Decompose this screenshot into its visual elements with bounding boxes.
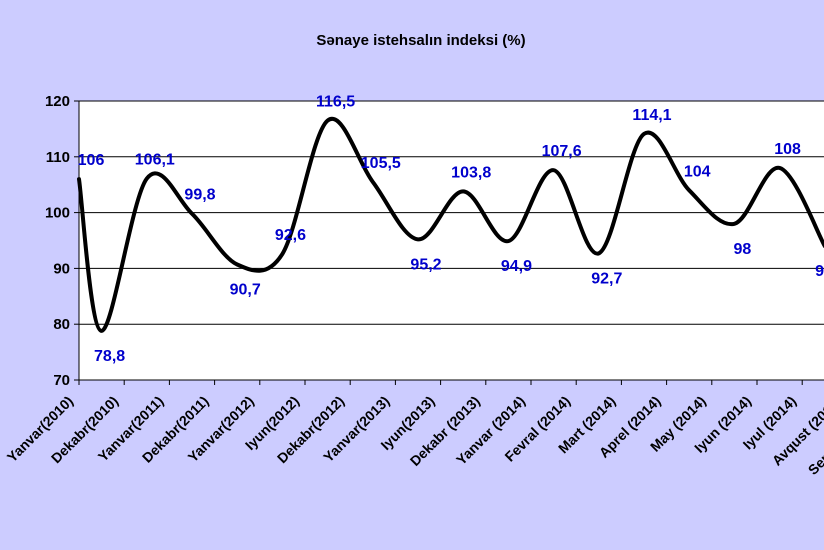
data-label: 114,1 xyxy=(632,107,671,124)
y-tick-label: 70 xyxy=(53,372,70,389)
chart-title: Sənaye istehsalın indeksi (%) xyxy=(316,32,525,49)
y-tick-label: 90 xyxy=(53,260,70,277)
data-label: 92,6 xyxy=(275,227,306,244)
data-label: 104 xyxy=(684,163,711,180)
data-label: 108 xyxy=(774,141,801,158)
y-tick-label: 120 xyxy=(45,93,70,110)
y-tick-labels: 70 80 90 100 110 120 xyxy=(45,93,79,389)
data-label: 116,5 xyxy=(316,94,355,111)
data-label: 105,5 xyxy=(361,155,401,172)
y-tick-label: 80 xyxy=(53,316,70,333)
data-label: 106 xyxy=(78,152,105,169)
data-label: 99,8 xyxy=(184,187,215,204)
data-label: 94,9 xyxy=(501,258,532,275)
plot-area xyxy=(79,101,824,380)
data-label: 107,6 xyxy=(542,143,582,160)
y-tick-label: 100 xyxy=(45,205,70,222)
data-label: 95,2 xyxy=(410,256,441,273)
gridlines xyxy=(79,100,824,325)
data-label: 78,8 xyxy=(94,348,125,365)
data-label: 90,7 xyxy=(230,281,261,298)
data-label: 106,1 xyxy=(135,152,175,169)
data-label: 94 xyxy=(815,263,824,280)
series-line xyxy=(77,116,824,333)
x-tick-labels: Yanvar(2010)Dekabr(2010)Yanvar(2011)Deka… xyxy=(4,380,824,478)
data-label: 98 xyxy=(734,241,752,258)
y-tick-label: 110 xyxy=(46,149,70,166)
data-label: 92,7 xyxy=(591,270,622,287)
data-label: 103,8 xyxy=(451,164,491,181)
data-labels: 106 78,8 106,1 99,8 90,7 92,6 116,5 105,5 95,2 10… xyxy=(78,94,824,365)
